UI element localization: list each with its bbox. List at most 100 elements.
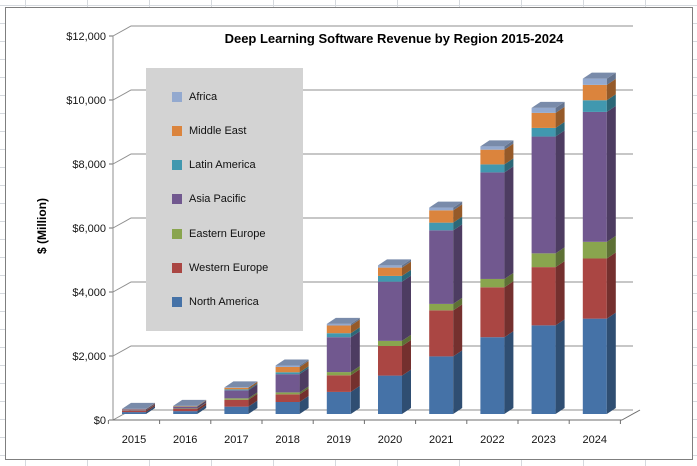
bar-2015[interactable] (122, 402, 155, 414)
segment-asia-pacific[interactable] (531, 136, 556, 254)
segment-side-face (146, 403, 155, 411)
segment-latin-america[interactable] (582, 100, 607, 112)
segment-africa[interactable] (480, 146, 505, 150)
segment-western-europe[interactable] (173, 408, 198, 412)
segment-north-america[interactable] (326, 391, 351, 414)
segment-latin-america[interactable] (429, 222, 454, 231)
segment-middle-east[interactable] (378, 267, 402, 276)
segment-side-face (504, 140, 514, 150)
bar-2022[interactable] (480, 140, 514, 414)
segment-western-europe[interactable] (480, 287, 505, 338)
segment-asia-pacific[interactable] (173, 406, 198, 409)
segment-middle-east[interactable] (429, 210, 454, 223)
bar-2018[interactable] (275, 359, 309, 414)
segment-north-america[interactable] (173, 411, 198, 414)
segment-middle-east[interactable] (224, 387, 249, 390)
segment-north-america[interactable] (480, 337, 505, 414)
segment-africa[interactable] (275, 365, 300, 367)
legend-item-eastern-europe[interactable]: Eastern Europe (172, 228, 299, 240)
segment-western-europe[interactable] (531, 267, 556, 326)
segment-middle-east[interactable] (582, 84, 607, 101)
segment-western-europe[interactable] (582, 258, 607, 319)
segment-middle-east[interactable] (326, 325, 351, 334)
segment-top-face (224, 381, 258, 388)
segment-asia-pacific[interactable] (429, 230, 454, 304)
legend-item-western-europe[interactable]: Western Europe (172, 262, 299, 274)
segment-eastern-europe[interactable] (480, 278, 505, 288)
legend-item-north-america[interactable]: North America (172, 296, 299, 308)
segment-western-europe[interactable] (378, 346, 402, 376)
segment-middle-east[interactable] (531, 112, 556, 128)
x-axis-label: 2023 (531, 434, 555, 446)
segment-africa[interactable] (582, 78, 607, 85)
chart-area[interactable]: $0 $2,000 $4,000 $6,000 $8,000 $10,000 $12,000… (5, 7, 693, 460)
y-axis-tick-label: $10,000 (66, 95, 106, 107)
legend-swatch-icon (172, 228, 182, 239)
segment-africa[interactable] (531, 107, 556, 113)
segment-asia-pacific[interactable] (275, 374, 300, 393)
segment-side-face (555, 247, 565, 268)
segment-side-face (402, 259, 411, 268)
segment-eastern-europe[interactable] (582, 241, 607, 259)
segment-latin-america[interactable] (275, 372, 300, 375)
segment-asia-pacific[interactable] (378, 281, 402, 341)
segment-side-face (453, 216, 463, 231)
legend[interactable]: Africa Middle East Latin America Asia Pacif… (146, 68, 303, 331)
segment-eastern-europe[interactable] (275, 392, 300, 395)
segment-middle-east[interactable] (480, 149, 505, 165)
segment-side-face (504, 331, 514, 414)
segment-asia-pacific[interactable] (122, 409, 146, 411)
segment-western-europe[interactable] (122, 410, 146, 413)
bar-2023[interactable] (531, 101, 565, 414)
segment-north-america[interactable] (378, 375, 402, 414)
segment-north-america[interactable] (224, 406, 249, 414)
segment-western-europe[interactable] (326, 375, 351, 392)
segment-eastern-europe[interactable] (531, 253, 556, 268)
x-axis-label: 2019 (327, 434, 351, 446)
segment-side-face (248, 381, 258, 390)
segment-latin-america[interactable] (378, 275, 402, 282)
segment-north-america[interactable] (122, 412, 146, 414)
segment-western-europe[interactable] (224, 399, 249, 407)
segment-africa[interactable] (378, 265, 402, 268)
segment-north-america[interactable] (429, 356, 454, 414)
segment-asia-pacific[interactable] (224, 390, 249, 399)
legend-item-latin-america[interactable]: Latin America (172, 159, 299, 171)
segment-eastern-europe[interactable] (326, 372, 351, 376)
segment-top-face (429, 201, 463, 208)
legend-item-middle-east[interactable]: Middle East (172, 125, 299, 137)
segment-side-face (197, 400, 207, 407)
segment-western-europe[interactable] (275, 394, 300, 402)
bar-2021[interactable] (429, 201, 463, 414)
segment-north-america[interactable] (582, 318, 607, 414)
segment-africa[interactable] (429, 207, 454, 211)
segment-side-face (299, 359, 309, 367)
legend-item-asia-pacific[interactable]: Asia Pacific (172, 193, 299, 205)
segment-asia-pacific[interactable] (326, 337, 351, 373)
segment-side-face (555, 261, 565, 326)
bar-2017[interactable] (224, 381, 258, 414)
grid-line (112, 217, 633, 229)
segment-north-america[interactable] (275, 402, 300, 414)
legend-swatch-icon (172, 92, 182, 103)
segment-eastern-europe[interactable] (429, 303, 454, 311)
segment-eastern-europe[interactable] (224, 398, 249, 400)
segment-middle-east[interactable] (275, 366, 300, 373)
segment-asia-pacific[interactable] (582, 111, 607, 242)
segment-latin-america[interactable] (531, 127, 556, 137)
segment-north-america[interactable] (531, 325, 556, 414)
segment-africa[interactable] (326, 323, 351, 326)
segment-asia-pacific[interactable] (480, 172, 505, 279)
segment-western-europe[interactable] (429, 310, 454, 357)
bar-2016[interactable] (173, 399, 207, 414)
bar-2024[interactable] (582, 72, 616, 414)
x-axis-label: 2017 (224, 434, 248, 446)
legend-item-africa[interactable]: Africa (172, 91, 299, 103)
segment-latin-america[interactable] (224, 389, 249, 391)
segment-latin-america[interactable] (480, 164, 505, 173)
segment-latin-america[interactable] (326, 333, 351, 338)
bar-2020[interactable] (378, 259, 411, 414)
bar-2019[interactable] (326, 317, 360, 414)
segment-eastern-europe[interactable] (378, 340, 402, 346)
